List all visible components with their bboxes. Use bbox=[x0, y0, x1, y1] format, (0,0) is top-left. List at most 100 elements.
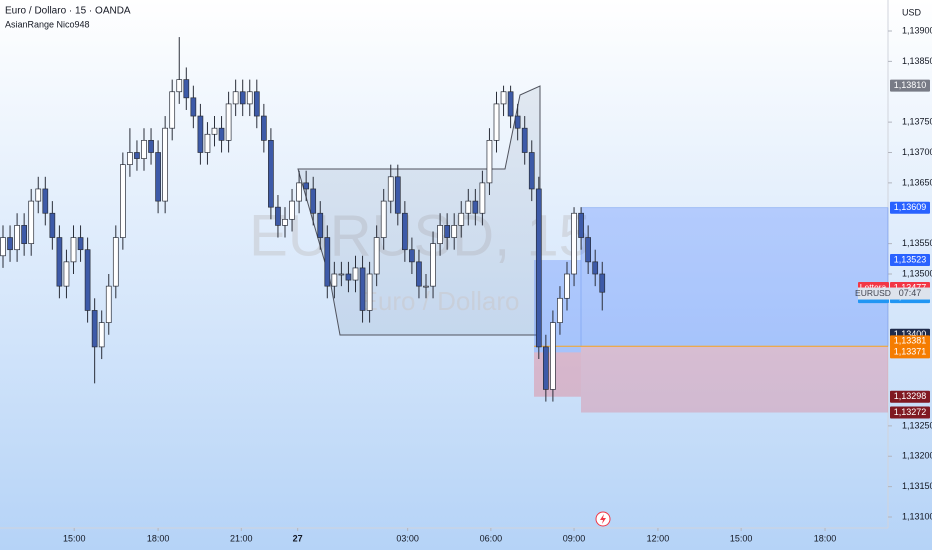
candle-body bbox=[521, 127, 528, 153]
y-tick-label: 1,13250 bbox=[902, 420, 932, 430]
candle-body bbox=[141, 140, 147, 159]
candle-body bbox=[472, 200, 479, 214]
candle-body bbox=[35, 188, 42, 202]
candle-body bbox=[7, 237, 13, 251]
countdown-box bbox=[858, 287, 930, 300]
candle-body bbox=[239, 91, 246, 105]
candle-body bbox=[486, 140, 493, 184]
countdown-symbol: EURUSD bbox=[855, 288, 891, 298]
candle-body bbox=[105, 285, 112, 323]
candle-body bbox=[345, 273, 352, 281]
candle-body bbox=[28, 200, 35, 244]
candle-body bbox=[148, 140, 154, 153]
candle-body bbox=[394, 176, 401, 214]
x-tick-label: 27 bbox=[293, 533, 303, 543]
watermark-name: Euro / Dollaro bbox=[361, 286, 520, 316]
candle-body bbox=[289, 200, 295, 220]
price-tag bbox=[890, 406, 930, 419]
y-tick-label: 1,13650 bbox=[902, 177, 932, 187]
candle-body bbox=[409, 249, 415, 263]
x-tick-label: 18:00 bbox=[147, 533, 170, 543]
candle-body bbox=[98, 322, 105, 348]
candle-body bbox=[331, 273, 338, 287]
candle-body bbox=[127, 152, 133, 165]
candle-body bbox=[77, 237, 84, 251]
candle-body bbox=[423, 285, 429, 288]
candle-body bbox=[402, 212, 408, 251]
candle-body bbox=[500, 91, 507, 105]
candle-body bbox=[211, 127, 218, 135]
price-tag bbox=[890, 335, 930, 348]
candle-body bbox=[246, 91, 253, 105]
indicator-name: AsianRange Nico948 bbox=[5, 19, 90, 29]
candle-body bbox=[535, 188, 542, 348]
y-tick-label: 1,13100 bbox=[902, 511, 932, 521]
price-tag-label: 1,13810 bbox=[894, 80, 927, 90]
candle-body bbox=[585, 237, 592, 263]
candle-body bbox=[338, 273, 345, 276]
candle-body bbox=[366, 273, 373, 311]
candle-body bbox=[507, 91, 514, 117]
y-tick-label: 1,13200 bbox=[902, 451, 932, 461]
candle-body bbox=[479, 182, 486, 214]
long-stop bbox=[581, 346, 888, 413]
y-tick-label: 1,13750 bbox=[902, 117, 932, 127]
candle-body bbox=[275, 206, 281, 226]
candle-body bbox=[599, 273, 606, 293]
candle-body bbox=[14, 225, 20, 251]
candle-body bbox=[437, 225, 443, 244]
x-tick-label: 15:00 bbox=[63, 533, 86, 543]
y-tick-label: 1,13700 bbox=[902, 147, 932, 157]
candle-body bbox=[550, 322, 556, 390]
candle-body bbox=[514, 115, 521, 129]
price-tag-name: Lettera bbox=[860, 282, 887, 292]
price-tag-label: 1,13272 bbox=[894, 407, 927, 417]
candle-body bbox=[416, 261, 422, 287]
y-tick-label: 1,13150 bbox=[902, 481, 932, 491]
candle-body bbox=[451, 225, 458, 238]
y-tick-label: 1,13900 bbox=[902, 25, 932, 35]
candle-body bbox=[317, 212, 324, 238]
candle-body bbox=[56, 237, 63, 287]
position-stop bbox=[534, 352, 581, 397]
candle-body bbox=[359, 267, 366, 311]
candle-body bbox=[578, 212, 584, 238]
x-tick-label: 12:00 bbox=[647, 533, 670, 543]
candle-body bbox=[430, 243, 436, 287]
long-target bbox=[580, 207, 889, 347]
price-tag-label: 1,13477 bbox=[894, 282, 927, 292]
x-tick-label: 21:00 bbox=[230, 533, 253, 543]
candle-body bbox=[183, 79, 190, 99]
candle-body bbox=[84, 249, 91, 311]
price-tag bbox=[890, 254, 930, 267]
candle-body bbox=[204, 133, 211, 153]
candle-body bbox=[380, 200, 387, 238]
candle-body bbox=[70, 237, 77, 263]
candle-body bbox=[91, 310, 98, 348]
price-tag bbox=[890, 346, 930, 359]
candle-body bbox=[564, 273, 570, 299]
candle-body bbox=[42, 188, 49, 214]
candle-body bbox=[197, 115, 204, 153]
price-tag-label: 1,13381 bbox=[894, 336, 927, 346]
price-tag-label: 1,13400 bbox=[894, 329, 927, 339]
candle-body bbox=[268, 140, 274, 208]
price-tag bbox=[890, 201, 930, 214]
candle-body bbox=[444, 225, 450, 238]
currency: USD bbox=[902, 7, 922, 17]
candle-body bbox=[162, 127, 168, 202]
x-tick-label: 06:00 bbox=[480, 533, 503, 543]
candle-body bbox=[592, 261, 599, 275]
candle-body bbox=[261, 115, 267, 141]
candle-body bbox=[253, 91, 260, 117]
event-icon-bolt bbox=[600, 514, 606, 524]
candle-body bbox=[225, 103, 232, 141]
candle-body bbox=[387, 176, 394, 202]
candle-body bbox=[310, 188, 317, 214]
price-tag-label: 1,13298 bbox=[894, 391, 927, 401]
candle-body bbox=[63, 261, 70, 287]
candle-body bbox=[232, 91, 239, 105]
price-tag-label: 1,13523 bbox=[894, 254, 927, 264]
candle-body bbox=[176, 79, 183, 93]
